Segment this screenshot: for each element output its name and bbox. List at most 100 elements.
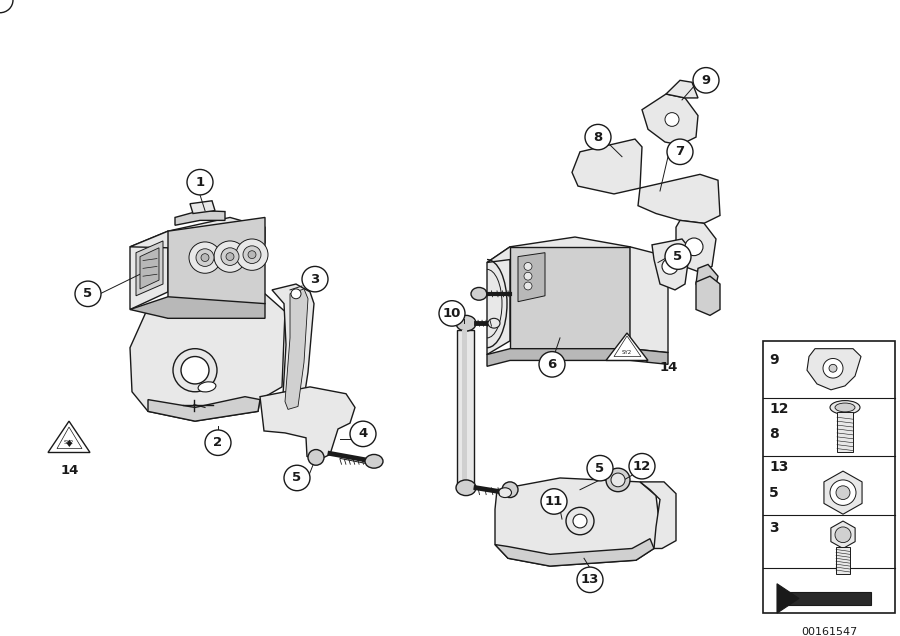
- Circle shape: [439, 301, 465, 326]
- Circle shape: [541, 488, 567, 514]
- Polygon shape: [572, 139, 642, 194]
- Polygon shape: [495, 478, 660, 566]
- Bar: [462, 330, 467, 486]
- Polygon shape: [285, 289, 308, 410]
- Circle shape: [308, 450, 324, 465]
- Circle shape: [685, 238, 703, 256]
- Polygon shape: [495, 539, 654, 566]
- Circle shape: [587, 455, 613, 481]
- Circle shape: [0, 0, 13, 13]
- Circle shape: [830, 480, 856, 506]
- Text: 3: 3: [769, 521, 778, 535]
- Ellipse shape: [456, 315, 476, 331]
- Polygon shape: [777, 584, 799, 613]
- Polygon shape: [130, 218, 265, 248]
- Circle shape: [226, 252, 234, 261]
- Text: 5: 5: [84, 287, 93, 300]
- Circle shape: [611, 473, 625, 487]
- Circle shape: [524, 263, 532, 270]
- Polygon shape: [824, 471, 862, 514]
- Circle shape: [248, 251, 256, 259]
- Polygon shape: [168, 218, 265, 318]
- Text: 12: 12: [769, 401, 788, 415]
- Circle shape: [667, 139, 693, 165]
- Polygon shape: [487, 349, 668, 366]
- Circle shape: [823, 359, 843, 378]
- Circle shape: [291, 289, 301, 299]
- Ellipse shape: [835, 403, 855, 412]
- Circle shape: [205, 430, 231, 455]
- Circle shape: [236, 239, 268, 270]
- Polygon shape: [487, 247, 510, 354]
- Polygon shape: [260, 387, 355, 460]
- Circle shape: [350, 421, 376, 446]
- Polygon shape: [48, 421, 90, 452]
- Text: 13: 13: [580, 573, 599, 586]
- Circle shape: [693, 67, 719, 93]
- Polygon shape: [783, 591, 871, 605]
- Text: 5: 5: [596, 462, 605, 474]
- Ellipse shape: [830, 401, 860, 414]
- Text: 9: 9: [701, 74, 711, 86]
- Text: 2: 2: [213, 436, 222, 449]
- Polygon shape: [630, 247, 668, 352]
- Polygon shape: [175, 211, 225, 225]
- Circle shape: [524, 282, 532, 290]
- Bar: [837, 412, 853, 452]
- Polygon shape: [666, 80, 698, 98]
- Text: 10: 10: [443, 307, 461, 320]
- Polygon shape: [510, 247, 630, 349]
- Bar: [763, 341, 895, 613]
- Polygon shape: [457, 330, 474, 486]
- Text: 4: 4: [358, 427, 367, 440]
- Ellipse shape: [488, 318, 500, 328]
- Circle shape: [577, 567, 603, 593]
- Circle shape: [75, 281, 101, 307]
- Circle shape: [243, 246, 261, 263]
- Polygon shape: [272, 284, 314, 416]
- Text: 6: 6: [547, 358, 556, 371]
- Text: SY2: SY2: [622, 350, 632, 355]
- Circle shape: [173, 349, 217, 392]
- Polygon shape: [807, 349, 861, 390]
- Text: 13: 13: [769, 460, 788, 474]
- Polygon shape: [696, 276, 720, 315]
- Circle shape: [606, 468, 630, 492]
- Bar: [836, 546, 850, 574]
- Text: 9: 9: [769, 352, 778, 366]
- Text: 5: 5: [673, 250, 682, 263]
- Text: 5: 5: [769, 486, 778, 500]
- Circle shape: [181, 357, 209, 384]
- Polygon shape: [518, 252, 545, 301]
- Polygon shape: [640, 482, 676, 548]
- Ellipse shape: [499, 488, 511, 497]
- Circle shape: [221, 248, 239, 265]
- Ellipse shape: [365, 455, 383, 468]
- Polygon shape: [652, 239, 690, 290]
- Polygon shape: [130, 297, 265, 318]
- Text: 3: 3: [310, 273, 320, 286]
- Text: 8: 8: [769, 427, 778, 441]
- Circle shape: [189, 242, 221, 273]
- Text: 00161547: 00161547: [801, 627, 857, 636]
- Circle shape: [566, 508, 594, 535]
- Polygon shape: [190, 201, 215, 214]
- Polygon shape: [606, 333, 648, 361]
- Polygon shape: [136, 241, 163, 296]
- Text: 7: 7: [675, 145, 685, 158]
- Circle shape: [585, 125, 611, 150]
- Text: 11: 11: [544, 495, 563, 508]
- Circle shape: [214, 241, 246, 272]
- Circle shape: [524, 272, 532, 280]
- Circle shape: [573, 514, 587, 528]
- Polygon shape: [140, 248, 159, 289]
- Text: 1: 1: [195, 176, 204, 189]
- Circle shape: [665, 244, 691, 269]
- Polygon shape: [130, 294, 285, 421]
- Circle shape: [302, 266, 328, 292]
- Polygon shape: [696, 265, 718, 296]
- Circle shape: [502, 482, 518, 497]
- Polygon shape: [148, 397, 260, 421]
- Polygon shape: [642, 94, 698, 145]
- Text: 8: 8: [593, 130, 603, 144]
